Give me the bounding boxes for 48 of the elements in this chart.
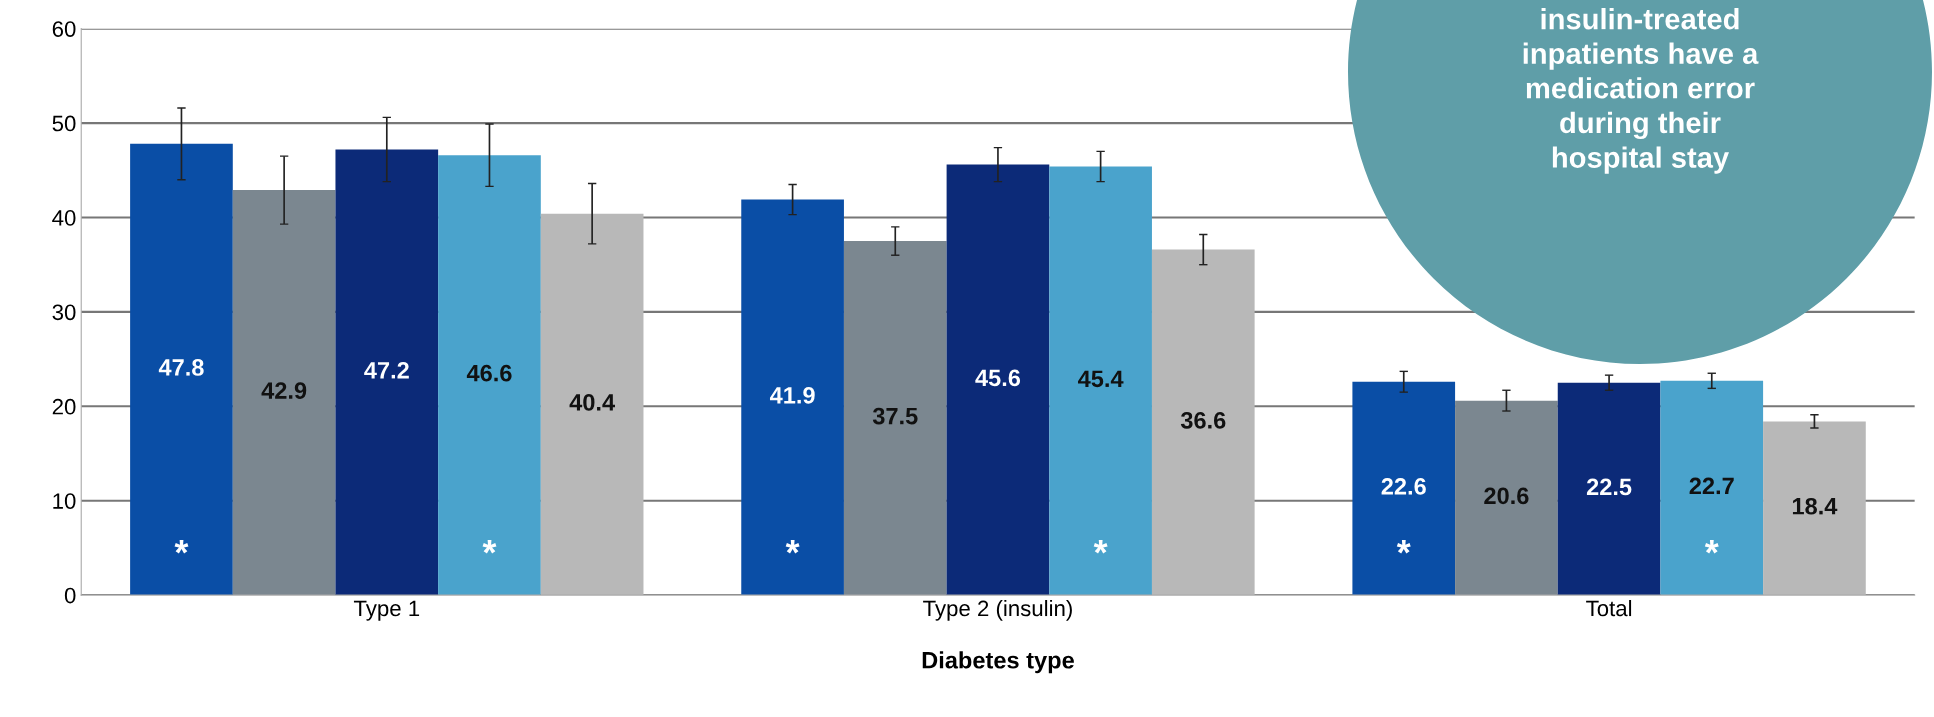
bar <box>232 190 336 596</box>
data-label: 47.8 <box>158 359 204 376</box>
data-label: 37.5 <box>872 407 918 425</box>
bar <box>1660 380 1764 596</box>
x-tick-label: Total <box>1586 599 1632 617</box>
bar <box>1763 421 1866 596</box>
bar <box>1049 166 1152 596</box>
data-label: 36.6 <box>1180 411 1226 429</box>
bar <box>741 199 844 596</box>
bar <box>946 164 1050 596</box>
data-label: 45.6 <box>975 369 1021 387</box>
annotation: * <box>1093 539 1108 554</box>
bar <box>1352 381 1456 596</box>
data-label: 42.9 <box>261 382 307 399</box>
x-axis-title: Diabetes type <box>922 651 1074 674</box>
bar <box>1557 382 1661 596</box>
y-tick-label: 30 <box>52 304 76 321</box>
annotation: * <box>785 539 800 554</box>
bar <box>540 213 644 596</box>
data-label: 20.6 <box>1484 487 1529 505</box>
y-tick-label: 40 <box>52 210 76 226</box>
bar <box>335 149 439 596</box>
bar <box>1151 249 1255 596</box>
annotation: * <box>174 539 189 554</box>
y-tick-label: 50 <box>52 115 76 132</box>
y-tick-label: 60 <box>52 21 76 37</box>
annotation: * <box>1396 539 1411 554</box>
y-tick-label: 20 <box>52 398 76 415</box>
annotation: * <box>1704 539 1719 554</box>
data-label: 45.4 <box>1078 370 1124 388</box>
data-label: 41.9 <box>769 386 815 404</box>
bar <box>1455 400 1558 596</box>
x-tick-label: Type 1 <box>353 600 420 621</box>
data-label: 18.4 <box>1792 497 1838 515</box>
data-label: 22.7 <box>1689 477 1734 495</box>
data-label: 46.6 <box>466 364 512 382</box>
annotation: insulin-treated inpatients have a medication error during their hospital stay <box>1523 8 1759 174</box>
bar <box>438 155 541 596</box>
annotation: * <box>482 539 497 554</box>
bar <box>843 241 947 596</box>
data-label: 22.5 <box>1586 478 1632 496</box>
data-label: 22.6 <box>1381 478 1426 495</box>
data-label: 40.4 <box>569 394 615 411</box>
y-tick-label: 10 <box>53 493 76 509</box>
data-label: 47.2 <box>364 361 409 379</box>
y-tick-label: 0 <box>64 587 76 604</box>
bar <box>130 143 233 596</box>
x-tick-label: Type 2 (insulin) <box>923 599 1072 621</box>
